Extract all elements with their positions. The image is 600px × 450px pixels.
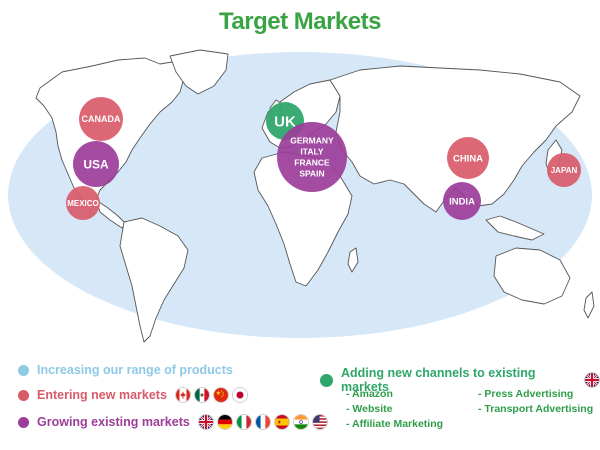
- legend-dot-entering: [18, 389, 29, 401]
- legend-entering: Entering new markets: [18, 387, 248, 403]
- marker-label-europe: GERMANY: [290, 136, 334, 146]
- channel-item: - Amazon: [346, 388, 393, 400]
- marker-china: CHINA: [447, 137, 489, 179]
- marker-canada: CANADA: [79, 97, 123, 141]
- australia-land: [493, 247, 571, 305]
- italy-flag-icon: [235, 414, 252, 430]
- marker-circle-india: [443, 182, 481, 220]
- marker-label-europe: FRANCE: [294, 158, 330, 168]
- france-flag-icon: [254, 414, 271, 430]
- spain-flag-icon: [273, 414, 290, 430]
- south-america-land: [119, 217, 189, 343]
- legend-flags-growing: [197, 414, 328, 430]
- legend-label-growing: Growing existing markets: [37, 415, 190, 429]
- marker-label-europe: SPAIN: [299, 169, 324, 179]
- market-markers: CANADAUSAMEXICOUKGERMANYITALYFRANCESPAIN…: [66, 97, 581, 220]
- marker-label-japan: JAPAN: [551, 166, 578, 175]
- legend-flags-entering: [174, 387, 248, 403]
- legend-dot-growing: [18, 416, 29, 428]
- channels-list-left: - Amazon - Website - Affiliate Marketing: [346, 387, 443, 432]
- greenland-land: [169, 49, 229, 95]
- usa-flag-icon: [311, 414, 328, 430]
- marker-label-canada: CANADA: [82, 114, 121, 124]
- marker-circle-canada: [79, 97, 123, 141]
- marker-usa: USA: [73, 141, 119, 187]
- marker-label-europe: ITALY: [300, 147, 323, 157]
- marker-circle-mexico: [66, 186, 100, 220]
- legend-dot-increasing: [18, 364, 29, 376]
- marker-japan: JAPAN: [547, 153, 581, 187]
- channel-item: - Press Advertising: [478, 388, 574, 400]
- page-title: Target Markets: [219, 8, 381, 35]
- marker-label-mexico: MEXICO: [67, 199, 99, 208]
- marker-circle-usa: [73, 141, 119, 187]
- germany-flag-icon: [216, 414, 233, 430]
- new-zealand-land: [583, 291, 595, 319]
- uk-flag-icon: [197, 414, 214, 430]
- legend-flags-channels: [584, 372, 600, 388]
- marker-circle-japan: [547, 153, 581, 187]
- legend-growing: Growing existing markets: [18, 414, 328, 430]
- legend-label-entering: Entering new markets: [37, 388, 167, 402]
- china-flag-icon: [212, 387, 229, 403]
- channel-item: - Website: [346, 403, 393, 415]
- channels-list-right: - Press Advertising - Transport Advertis…: [478, 387, 593, 417]
- legend-label-increasing: Increasing our range of products: [37, 363, 233, 377]
- marker-label-india: INDIA: [449, 196, 475, 207]
- legend-label-channels: Adding new channels to existing markets: [341, 366, 536, 394]
- southeast-asia-islands: [485, 215, 545, 241]
- japan-flag-icon: [231, 387, 248, 403]
- uk-flag-icon: [584, 372, 600, 388]
- channel-item: - Affiliate Marketing: [346, 418, 444, 430]
- mexico-flag-icon: [193, 387, 210, 403]
- legend-channels: Adding new channels to existing markets: [320, 366, 600, 394]
- marker-mexico: MEXICO: [66, 186, 100, 220]
- canada-flag-icon: [174, 387, 191, 403]
- marker-label-usa: USA: [83, 157, 109, 171]
- marker-circle-china: [447, 137, 489, 179]
- marker-label-uk: UK: [274, 113, 296, 130]
- marker-label-china: CHINA: [453, 153, 483, 164]
- madagascar-land: [347, 247, 359, 273]
- marker-india: INDIA: [443, 182, 481, 220]
- marker-circle-europe: [277, 122, 347, 192]
- india-flag-icon: [292, 414, 309, 430]
- legend-increasing: Increasing our range of products: [18, 363, 233, 377]
- channel-item: - Transport Advertising: [478, 403, 594, 415]
- legend-dot-channels: [320, 373, 333, 387]
